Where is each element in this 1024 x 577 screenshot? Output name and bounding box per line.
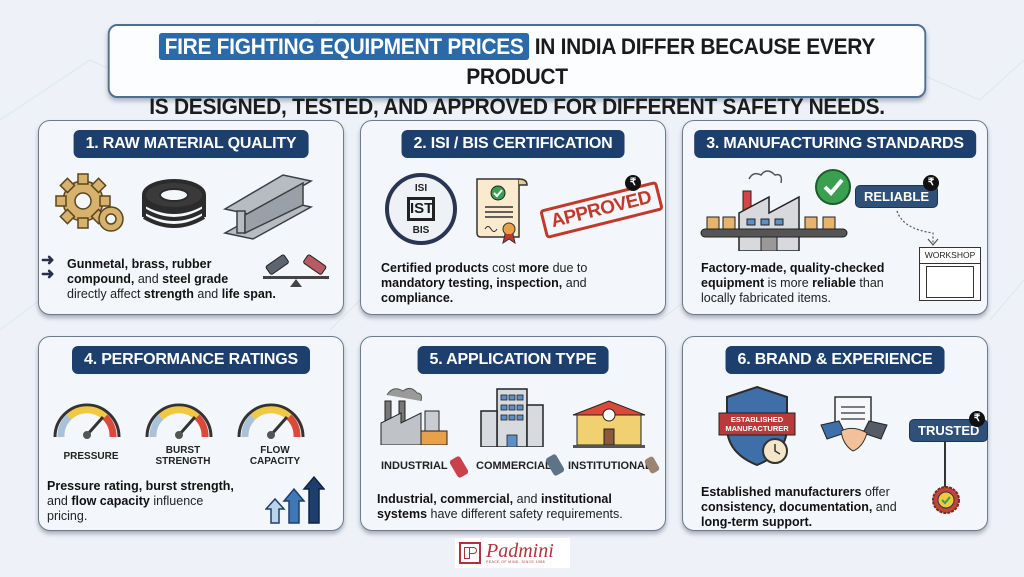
connector-line [944,441,946,487]
card-performance-ratings: 4. PERFORMANCE RATINGS PRESSURE BURST ST… [38,336,344,531]
card-title: 1. RAW MATERIAL QUALITY [73,130,309,158]
certificate-icon [476,178,528,245]
card-description-line-2: equipment is more reliable than [701,276,884,290]
gauge-label-line: STRENGTH [155,456,211,467]
burst-strength-gauge-icon [147,405,211,439]
shield-ribbon-text: ESTABLISHED MANUFACTURER [723,415,791,433]
application-label-institutional: INSTITUTIONAL [568,460,652,472]
desc-line: Gunmetal, brass, rubber [67,257,212,271]
headline-highlight: FIRE FIGHTING EQUIPMENT PRICES [158,33,530,60]
gears-icon [55,173,124,232]
commercial-building-icon [480,388,544,447]
rubber-hose-coil-icon [142,179,206,228]
gauge-label-burst: BURST STRENGTH [153,445,213,467]
card-description-line-3: directly affect strength and life span. [67,287,276,301]
isi-bottom-text: BIS [412,225,430,236]
approval-seal-icon [932,486,960,514]
headline-line-1-rest: IN INDIA DIFFER BECAUSE EVERY PRODUCT [466,34,876,89]
flow-capacity-gauge-icon [239,405,303,439]
padmini-logo-mark-icon [459,542,481,564]
rupee-icon: ₹ [969,411,985,427]
card-description-line-1: Industrial, commercial, and institutiona… [377,492,612,506]
logo-wordmark: Padmini PEACE OF MIND. SINCE 1988 [486,540,554,564]
card-title: 5. APPLICATION TYPE [417,346,609,374]
ribbon-line-2: MANUFACTURER [725,424,789,433]
factory-conveyor-icon [700,170,848,251]
card-title: 3. MANUFACTURING STANDARDS [694,130,976,158]
headline-banner: FIRE FIGHTING EQUIPMENT PRICES IN INDIA … [107,24,927,119]
institutional-building-icon [572,400,646,448]
padmini-logo: Padmini PEACE OF MIND. SINCE 1988 [455,538,570,568]
card-description-line-3: pricing. [47,509,88,523]
isi-mark-icon: ISI IST BIS [385,173,457,245]
arrow-right-icon: ➜ [41,252,55,269]
arrow-right-icon: ➜ [41,266,55,283]
approved-stamp: APPROVED [539,180,664,240]
card-title: 4. PERFORMANCE RATINGS [72,346,310,374]
steel-i-beam-icon [223,174,313,240]
headline-line-1: FIRE FIGHTING EQUIPMENT PRICES IN INDIA … [110,32,925,92]
card-description-line-2: mandatory testing, inspection, and [381,276,587,290]
card-title: 6. BRAND & EXPERIENCE [725,346,945,374]
card-description-line-3: long-term support. [701,515,812,530]
card-brand-experience: 6. BRAND & EXPERIENCE ESTABLISHED MANUFA… [682,336,989,531]
brand-name: Padmini [486,540,554,562]
gauge-label-flow: FLOW CAPACITY [245,445,305,467]
established-manufacturer-shield-icon [718,385,796,467]
gauge-label-line: CAPACITY [249,456,301,467]
card-description-line-1: Pressure rating, burst strength, [47,479,234,493]
card-description-line-1: Certified products cost more due to [381,261,588,275]
price-tag-icon [544,453,566,477]
pressure-gauge-icon [55,405,119,439]
card-description-line-1: Factory-made, quality-checked [701,261,885,275]
headline-line-2: IS DESIGNED, TESTED, AND APPROVED FOR DI… [149,94,885,119]
card-title: 2. ISI / BIS CERTIFICATION [401,130,625,158]
card-description: Gunmetal, brass, rubber [67,257,267,272]
card-description-line-2: systems have different safety requiremen… [377,507,623,521]
card-description-line-1: Established manufacturers offer [701,485,890,499]
isi-symbol: IST [407,197,435,221]
card-application-type: 5. APPLICATION TYPE INDUSTRIAL COMMERCIA… [360,336,666,531]
dotted-arrow-icon [896,210,939,246]
rising-arrows-icon [265,475,325,524]
gauge-label-line: FLOW [260,445,290,456]
card-description-line-2: compound, and steel grade [67,272,229,286]
workshop-label: WORKSHOP [920,250,980,264]
card-description-line-3: compliance. [381,291,454,305]
desc-line: long-term support. [701,515,813,529]
card-description-line-3: locally fabricated items. [701,291,831,305]
rupee-icon: ₹ [625,175,641,191]
card-manufacturing-standards: 3. MANUFACTURING STANDARDS RELIABLE ₹ WO… [682,120,988,315]
workshop-icon: WORKSHOP [919,247,981,301]
brand-tagline: PEACE OF MIND. SINCE 1988 [486,560,546,564]
industrial-building-icon [380,387,448,445]
card-isi-bis-certification: 2. ISI / BIS CERTIFICATION ISI IST BIS A… [360,120,666,315]
application-label-industrial: INDUSTRIAL [381,460,448,472]
isi-top-text: ISI [414,183,428,194]
ribbon-line-1: ESTABLISHED [730,415,784,424]
trusted-pill: TRUSTED [909,419,989,442]
card-raw-material-quality: 1. RAW MATERIAL QUALITY [38,120,344,315]
application-label-commercial: COMMERCIAL [476,460,552,472]
gauge-label-line: BURST [165,445,201,456]
handshake-document-icon [820,396,888,452]
card-description-line-2: and flow capacity influence [47,494,204,508]
gauge-label-pressure: PRESSURE [63,451,119,462]
quality-check-badge-icon [815,169,851,205]
reliable-pill: RELIABLE [855,185,938,208]
rupee-icon: ₹ [923,175,939,191]
price-tag-icon [448,455,470,479]
gauges-row [49,389,339,445]
card-description-line-2: consistency, documentation, and [701,500,897,514]
price-scale-icon [263,254,329,287]
